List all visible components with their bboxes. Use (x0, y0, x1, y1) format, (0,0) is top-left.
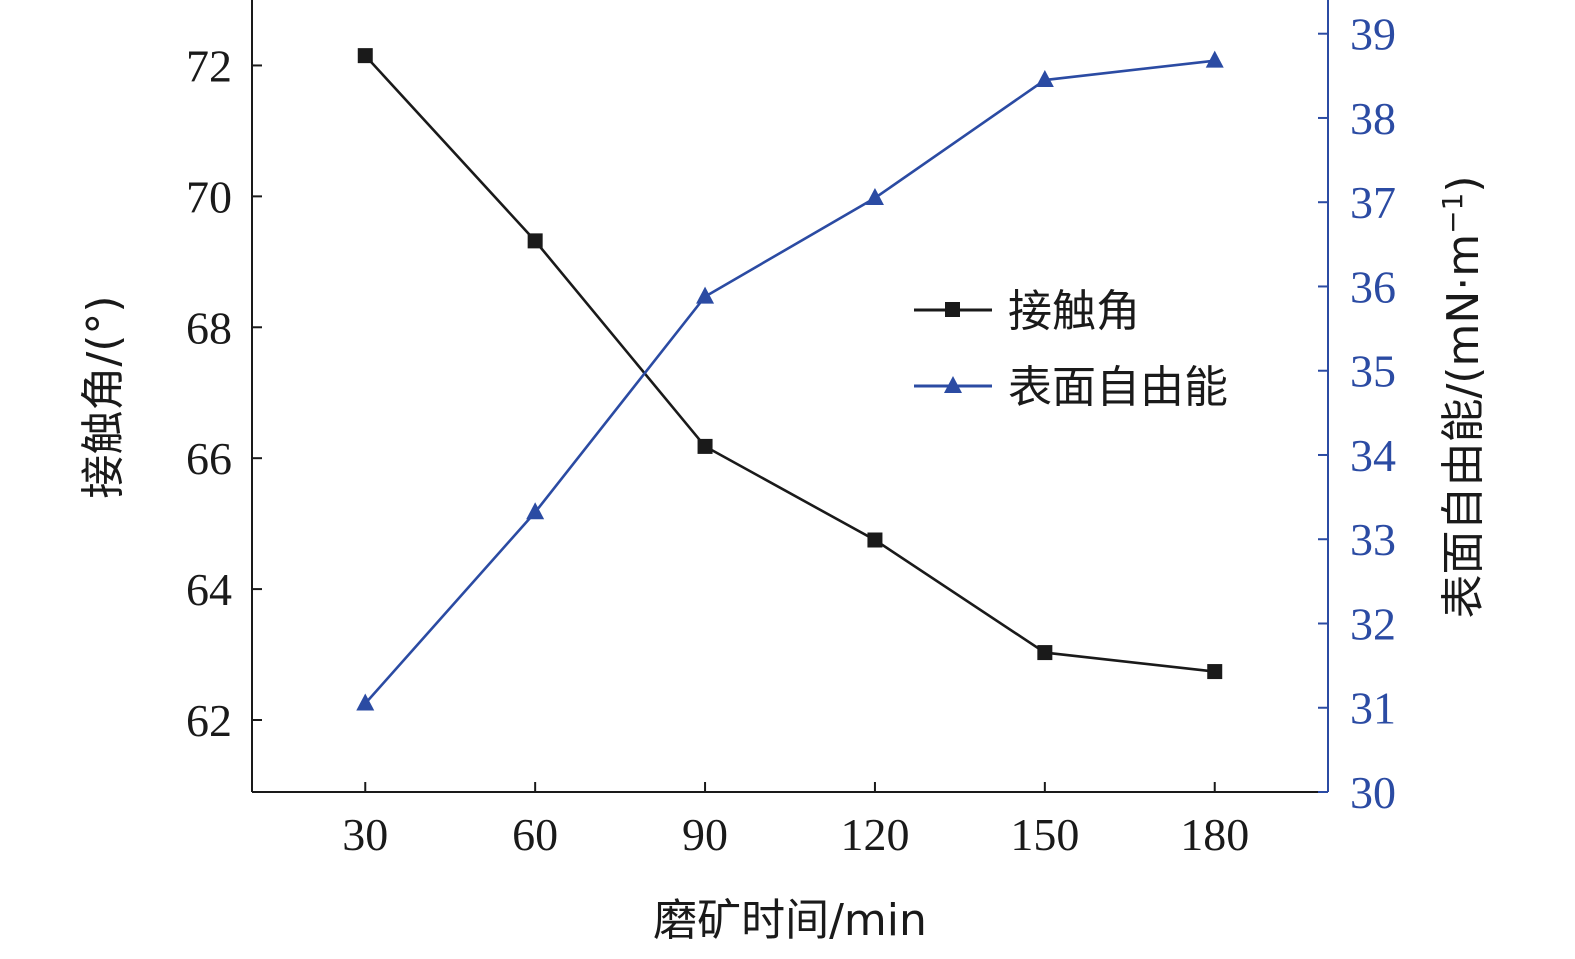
data-point-square (867, 532, 883, 548)
left-y-tick-label: 70 (186, 171, 232, 222)
series-line-1 (364, 59, 1215, 705)
legend-marker-surface-energy (944, 376, 962, 393)
x-axis-title: 磨矿时间/min (653, 895, 927, 946)
x-tick-label: 180 (1180, 809, 1249, 860)
legend-marker-contact-angle (945, 302, 960, 317)
right-y-tick-label: 39 (1350, 9, 1396, 60)
data-point-triangle (356, 693, 375, 711)
right-y-tick-label: 34 (1350, 430, 1396, 481)
right-axis-title-superscript: −1 (1436, 193, 1469, 234)
right-y-tick-label: 32 (1350, 598, 1396, 649)
right-axis-title-close: ) (1438, 175, 1489, 192)
data-point-triangle (696, 286, 715, 304)
right-axis-title: 表面自由能/(mN·m−1) (1436, 175, 1489, 618)
right-y-tick-label: 35 (1350, 346, 1396, 397)
x-tick-label: 90 (682, 809, 728, 860)
left-y-tick-label: 62 (186, 695, 232, 746)
data-point-square (357, 48, 373, 64)
left-y-tick-label: 64 (186, 564, 232, 615)
ticks: 30 60 90 120 150 180 62 64 66 68 70 72 30 31 32 33 34 35 3… (186, 9, 1396, 860)
right-axis-title-main: 表面自由能/(mN·m (1438, 234, 1489, 619)
data-point-square (697, 438, 713, 454)
right-y-tick-label: 38 (1350, 93, 1396, 144)
data-point-triangle (526, 502, 545, 520)
data-point-square (1207, 664, 1223, 680)
right-y-tick-label: 33 (1350, 514, 1396, 565)
legend-label-contact-angle: 接触角 (1008, 286, 1140, 337)
x-tick-label: 60 (512, 809, 558, 860)
data-point-square (1037, 645, 1053, 661)
right-y-tick-label: 30 (1350, 767, 1396, 818)
data-point-square (527, 233, 543, 249)
right-y-tick-label: 36 (1350, 261, 1396, 312)
legend: 接触角 表面自由能 (914, 286, 1228, 413)
left-axis-title: 接触角/(°) (78, 295, 129, 498)
left-y-tick-label: 72 (186, 40, 232, 91)
x-tick-label: 150 (1010, 809, 1079, 860)
left-y-tick-label: 68 (186, 302, 232, 353)
data-point-triangle (1205, 50, 1224, 68)
x-tick-label: 120 (840, 809, 909, 860)
series-group (356, 48, 1224, 711)
right-y-tick-label: 31 (1350, 683, 1396, 734)
data-point-triangle (1035, 70, 1054, 88)
series-line-0 (364, 54, 1215, 673)
axes (251, 0, 1329, 793)
x-tick-label: 30 (342, 809, 388, 860)
left-y-tick-label: 66 (186, 433, 232, 484)
data-point-triangle (865, 188, 884, 205)
right-y-tick-label: 37 (1350, 177, 1396, 228)
legend-label-surface-energy: 表面自由能 (1008, 362, 1228, 413)
